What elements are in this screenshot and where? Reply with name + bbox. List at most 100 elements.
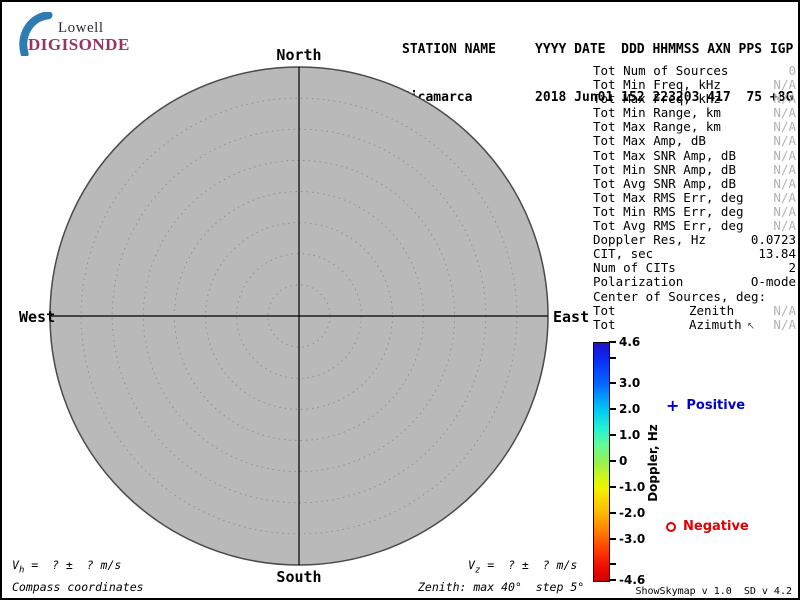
logo-digisonde-text: DIGISONDE (28, 35, 130, 54)
stat-value: N/A (773, 218, 796, 234)
legend-positive-label: Positive (686, 398, 746, 413)
logo-lowell-text: Lowell (58, 20, 104, 36)
stat-label: Polarization (593, 274, 684, 290)
stats-row: Tot Min Freq, kHz N/A (593, 77, 796, 93)
colorbar-tick (609, 408, 616, 411)
stats-row: Tot Max Freq, kHz N/A (593, 92, 796, 106)
stat-label: Tot Min RMS Err, deg (593, 203, 744, 219)
skymap-svg (49, 66, 549, 566)
compass-label-south: South (276, 568, 322, 586)
stat-value: O-mode (750, 274, 796, 290)
stat-value: 0 (788, 63, 796, 78)
stat-label: CIT, sec (593, 246, 654, 262)
stats-row: Tot Azimuth ↖ N/A (593, 316, 796, 334)
stats-row: Tot Avg RMS Err, deg N/A (593, 218, 796, 234)
colorbar-tick (609, 563, 616, 566)
vz-rest: = ? ± ? m/s (480, 558, 578, 572)
stat-label: Tot Max Freq, kHz (593, 91, 721, 107)
vh-velocity-text: Vh = ? ± ? m/s (12, 558, 121, 575)
vh-subscript: h (18, 565, 25, 576)
station-header-columns: STATION NAME YYYY DATE DDD HHMMSS AXN PP… (402, 42, 794, 57)
stats-row: Tot Max SNR Amp, dB N/A (593, 147, 796, 163)
stat-value: N/A (773, 203, 796, 219)
stats-row: Tot Max Range, km N/A (593, 120, 796, 134)
colorbar-tick-label: 3.0 (619, 376, 641, 391)
colorbar-tick (609, 460, 616, 462)
stat-mid-label: Zenith (689, 302, 735, 318)
colorbar-tick (609, 485, 616, 488)
vh-base: V (12, 558, 19, 572)
stats-row: Tot Max Amp, dB N/A (593, 134, 796, 148)
colorbar-tick-label: -4.6 (619, 573, 646, 587)
colorbar-tick-label: -2.0 (619, 505, 646, 520)
colorbar-tick (609, 579, 616, 581)
stat-label: Tot Avg RMS Err, deg (593, 218, 744, 234)
colorbar-tick (609, 341, 616, 343)
stat-value: 13.84 (758, 246, 796, 262)
stat-label: Center of Sources, deg: (593, 288, 767, 304)
stats-row: Polarization O-mode (593, 275, 796, 289)
zenith-range-note: Zenith: max 40° step 5° (418, 580, 585, 594)
stat-label: Tot Max RMS Err, deg (593, 189, 744, 205)
vz-base: V (468, 558, 475, 572)
vz-velocity-text: Vz = ? ± ? m/s (468, 558, 577, 575)
stat-value: N/A (773, 91, 796, 107)
stat-mid: Azimuth ↖ (689, 316, 755, 334)
stat-label: Num of CITs (593, 260, 676, 276)
lowell-digisonde-logo: Lowell DIGISONDE (10, 8, 220, 58)
colorbar-tick (609, 537, 616, 540)
colorbar-tick-label: 4.6 (619, 335, 641, 349)
colorbar-tick-label: -1.0 (619, 479, 646, 494)
circle-marker-icon (666, 521, 676, 532)
stats-row: Tot Avg SNR Amp, dB N/A (593, 175, 796, 191)
stat-value: N/A (773, 119, 796, 135)
stats-panel: Tot Num of Sources 0 Tot Min Freq, kHz N/A T… (593, 63, 796, 334)
stat-value: N/A (773, 77, 796, 93)
colorbar-tick-label: -3.0 (619, 531, 646, 546)
colorbar-gradient (593, 342, 610, 582)
stat-label: Tot (593, 316, 616, 332)
legend-negative-label: Negative (683, 519, 749, 534)
station-header-values: Jicamarca 2018 Jun01 152 223203 417 75 +… (402, 90, 794, 105)
stat-label: Tot Max Amp, dB (593, 133, 706, 149)
stat-value: N/A (773, 133, 796, 149)
colorbar-tick (609, 511, 616, 514)
stats-row: Doppler Res, Hz 0.0723 (593, 233, 796, 247)
colorbar-tick-label: 0 (619, 454, 628, 468)
stat-value: N/A (773, 175, 796, 191)
colorbar-tick (609, 356, 616, 359)
stat-label: Tot Min SNR Amp, dB (593, 161, 736, 177)
stats-row: Tot Zenith N/A (593, 302, 796, 318)
stat-mid-label: Azimuth (689, 316, 742, 332)
colorbar-title: Doppler, Hz (646, 424, 660, 502)
legend-positive: + Positive (666, 396, 746, 415)
stat-value: N/A (773, 316, 796, 332)
vz-subscript: z (474, 565, 481, 576)
version-text: ShowSkymap v 1.0 SD v 4.2 (635, 586, 792, 597)
colorbar-tick (609, 434, 616, 437)
vh-rest: = ? ± ? m/s (24, 558, 122, 572)
legend-negative: Negative (666, 519, 749, 534)
stat-label: Tot Max Range, km (593, 119, 721, 135)
stat-label: Tot Max SNR Amp, dB (593, 147, 736, 163)
stat-value: N/A (773, 105, 796, 121)
stat-label: Tot (593, 302, 616, 318)
stats-row: Tot Num of Sources 0 (593, 63, 796, 78)
compass-label-east: East (553, 308, 590, 326)
stat-value: 0.0723 (750, 232, 796, 248)
stat-value: 2 (788, 260, 796, 276)
colorbar-ticks: 4.6 3.0 2.0 1.0 0 -1.0 -2.0 -3.0 -4.6 (609, 335, 669, 587)
stat-label: Tot Avg SNR Amp, dB (593, 175, 736, 191)
colorbar-tick (609, 382, 616, 385)
stats-row: Tot Max RMS Err, deg N/A (593, 189, 796, 205)
stats-row: Tot Min RMS Err, deg N/A (593, 203, 796, 219)
stat-label: Tot Num of Sources (593, 63, 729, 78)
stat-label: Tot Min Range, km (593, 105, 721, 121)
stats-row: CIT, sec 13.84 (593, 247, 796, 261)
stat-value: N/A (773, 161, 796, 177)
plus-marker-icon: + (666, 396, 680, 415)
stat-label: Doppler Res, Hz (593, 232, 706, 248)
compass-label-north: North (276, 46, 322, 64)
coordinates-mode-label: Compass coordinates (12, 580, 144, 594)
